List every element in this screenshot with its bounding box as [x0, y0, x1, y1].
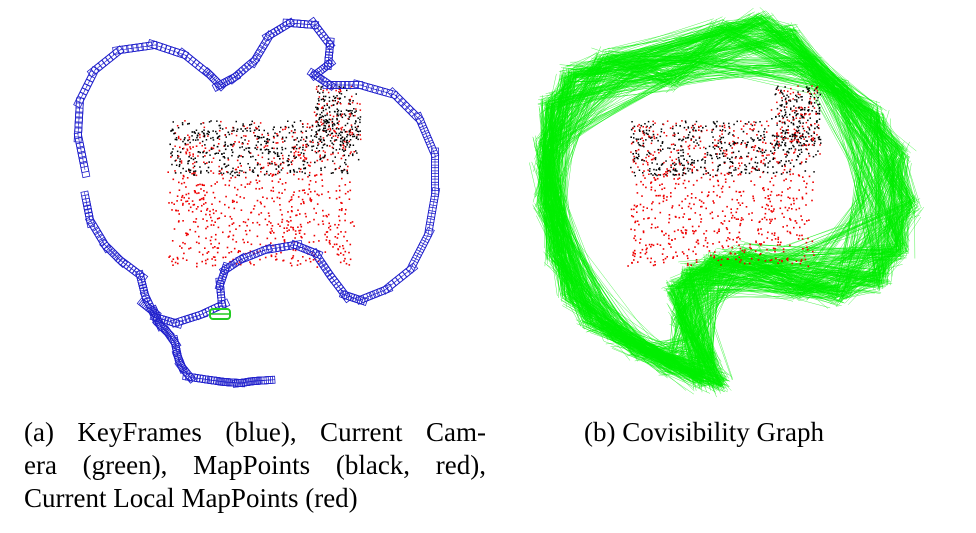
keyframes-map-plot — [73, 16, 441, 388]
panel-a-keyframes-map — [60, 5, 480, 400]
mappoints-cloud — [167, 85, 362, 268]
caption-b: (b) Covisibility Graph — [584, 416, 884, 449]
covisibility-edges — [529, 7, 924, 398]
current-camera — [209, 308, 231, 320]
caption-a-line-1: (a) KeyFrames (blue), Current Cam- — [24, 417, 486, 447]
caption-a: (a) KeyFrames (blue), Current Cam- era (… — [24, 416, 486, 515]
keyframes-trajectory — [73, 16, 441, 388]
covisibility-graph-plot — [529, 7, 924, 398]
mappoints-cloud — [627, 85, 822, 268]
caption-a-line-3: Current Local MapPoints (red) — [24, 483, 358, 513]
caption-a-line-2: era (green), MapPoints (black, red), — [24, 450, 486, 480]
caption-b-text: (b) Covisibility Graph — [584, 417, 824, 447]
panel-b-covisibility-graph — [520, 5, 950, 400]
